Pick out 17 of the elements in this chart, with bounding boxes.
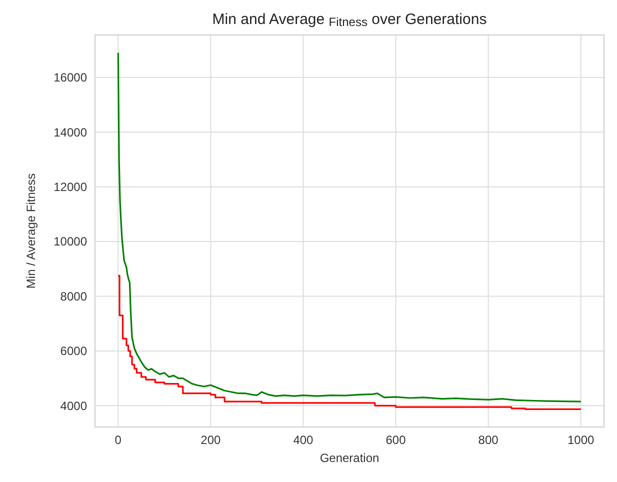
chart-title: Min and Average $_{Fitness}$ over Generations [212,11,487,29]
x-tick-label: 600 [386,433,406,447]
y-axis-title: Min / Average Fitness [24,173,38,289]
x-tick-label: 0 [114,433,122,447]
y-tick-label: 16000 [54,70,88,85]
y-tick-label: 14000 [54,125,88,140]
line-series [117,52,582,402]
x-tick-label: 800 [478,433,499,447]
x-tick-label: 1000 [568,433,595,447]
x-axis-title: Generation [320,451,380,465]
x-tick-label: 400 [293,433,314,447]
x-tick-label: 200 [200,433,222,447]
y-tick-label: 12000 [54,180,88,194]
y-tick-label: 6000 [60,344,88,358]
y-tick-label: 10000 [54,234,88,249]
y-tick-label: 4000 [60,398,88,413]
y-tick-label: 8000 [60,289,88,304]
